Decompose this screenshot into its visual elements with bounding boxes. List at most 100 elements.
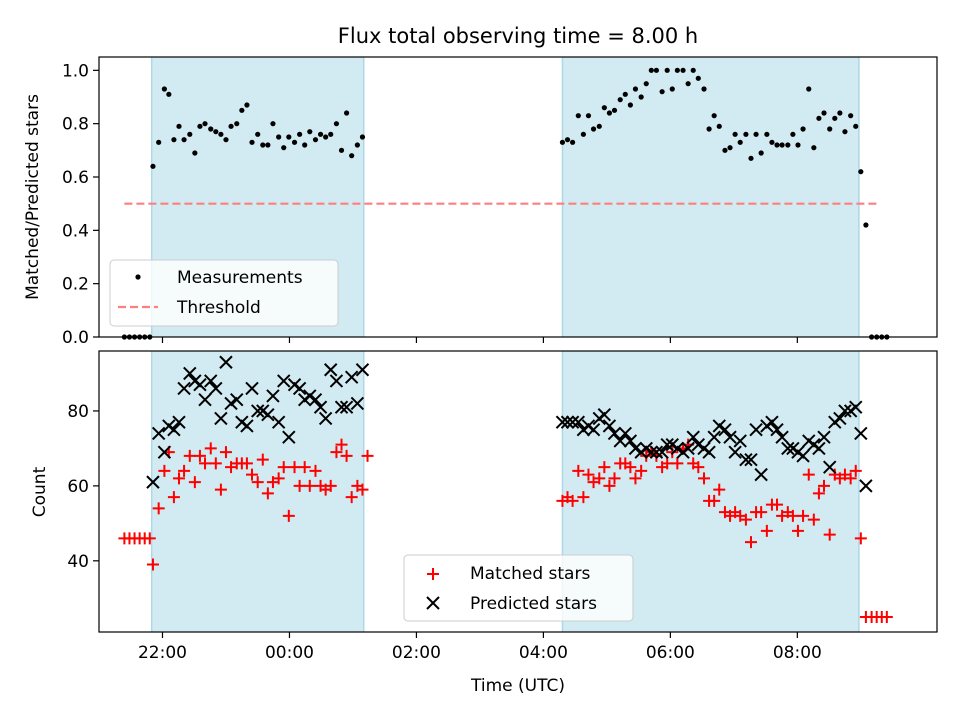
matched-point-53 <box>582 468 595 481</box>
matched-point-58 <box>608 472 621 485</box>
x-axis-label: Time (UTC) <box>470 676 565 696</box>
matched-point-24 <box>240 457 253 470</box>
measurement-point-72 <box>690 67 696 73</box>
measurement-point-68 <box>669 86 675 92</box>
predicted-point-37 <box>339 400 354 414</box>
predicted-point-23 <box>266 389 280 403</box>
matched-point-93 <box>791 524 804 537</box>
measurement-point-41 <box>333 121 340 127</box>
measurement-point-50 <box>575 113 581 119</box>
predicted-point-98 <box>854 426 868 441</box>
measurement-point-90 <box>785 142 791 148</box>
measurement-point-67 <box>664 67 670 73</box>
x-tick-label-5: 08:00 <box>773 643 822 663</box>
measurement-point-18 <box>213 129 219 135</box>
measurement-point-83 <box>748 155 754 161</box>
matched-point-103 <box>844 472 857 485</box>
matched-point-16 <box>199 457 212 470</box>
measurement-point-46 <box>359 134 366 140</box>
measurement-point-85 <box>758 150 764 156</box>
measurement-point-47 <box>559 139 566 145</box>
predicted-point-39 <box>350 396 365 411</box>
measurement-point-102 <box>848 113 854 119</box>
matched-point-92 <box>786 509 799 522</box>
measurement-point-93 <box>800 126 806 132</box>
matched-point-31 <box>277 461 290 474</box>
matched-point-68 <box>661 457 674 470</box>
matched-point-83 <box>739 513 752 526</box>
measurement-point-88 <box>774 142 780 148</box>
predicted-point-84 <box>781 441 795 456</box>
matched-point-86 <box>755 506 768 519</box>
measurement-point-20 <box>223 137 229 143</box>
matched-point-10 <box>167 491 180 504</box>
legend-bottom-box <box>403 554 634 622</box>
matched-point-89 <box>771 498 784 511</box>
measurement-point-19 <box>218 131 224 137</box>
predicted-point-30 <box>303 389 317 403</box>
predicted-point-97 <box>849 400 863 414</box>
matched-point-104 <box>849 464 862 477</box>
predicted-point-10 <box>198 392 212 407</box>
measurement-point-40 <box>328 131 334 137</box>
predicted-point-24 <box>271 415 286 429</box>
matched-point-14 <box>188 476 201 489</box>
measurement-point-97 <box>821 110 827 116</box>
measurement-point-31 <box>281 145 287 151</box>
measurement-point-38 <box>317 131 324 137</box>
predicted-point-79 <box>754 467 768 482</box>
predicted-point-34 <box>324 363 338 377</box>
matched-point-97 <box>812 487 825 500</box>
predicted-point-2 <box>157 445 172 459</box>
y-tick-label-bottom-2: 80 <box>67 402 89 422</box>
predicted-point-43 <box>565 415 580 429</box>
matched-point-26 <box>251 476 264 489</box>
predicted-point-31 <box>308 392 323 407</box>
predicted-point-91 <box>817 430 831 444</box>
measurement-point-51 <box>580 131 586 137</box>
x-tick-label-3: 04:00 <box>519 643 568 663</box>
measurement-point-92 <box>795 142 801 148</box>
matched-point-11 <box>172 472 185 485</box>
matched-point-20 <box>219 446 232 459</box>
predicted-point-5 <box>172 415 186 429</box>
matched-point-19 <box>214 483 227 496</box>
measurement-point-6 <box>150 163 156 169</box>
measurement-point-49 <box>569 139 576 145</box>
matched-point-18 <box>209 457 222 470</box>
legend-measurements-marker <box>135 274 141 280</box>
predicted-point-77 <box>744 452 758 467</box>
predicted-point-13 <box>214 411 228 426</box>
legend-predicted-label: Predicted stars <box>470 594 597 614</box>
matched-point-13 <box>183 449 196 462</box>
matched-point-35 <box>298 461 311 474</box>
measurement-point-87 <box>769 139 775 145</box>
measurement-point-58 <box>617 97 623 103</box>
measurement-point-30 <box>276 134 282 140</box>
matched-point-25 <box>245 468 258 481</box>
measurement-point-84 <box>753 131 759 137</box>
measurement-point-27 <box>260 142 266 148</box>
measurement-point-57 <box>611 107 618 113</box>
matched-point-61 <box>624 461 637 474</box>
matched-point-57 <box>603 479 616 492</box>
measurement-point-52 <box>585 113 592 119</box>
matched-point-52 <box>577 491 590 504</box>
matched-point-110 <box>880 611 893 624</box>
matched-point-98 <box>817 479 830 492</box>
measurement-point-74 <box>701 86 707 92</box>
matched-point-77 <box>708 494 721 507</box>
measurement-point-23 <box>239 107 245 113</box>
measurement-point-91 <box>790 131 796 137</box>
predicted-point-38 <box>344 370 359 384</box>
y-axis-label-top: Matched/Predicted stars <box>23 94 43 300</box>
matched-point-44 <box>345 491 358 504</box>
predicted-point-49 <box>597 407 612 422</box>
predicted-point-71 <box>712 419 726 433</box>
predicted-point-61 <box>660 437 674 452</box>
predicted-point-47 <box>586 422 601 437</box>
matched-point-50 <box>566 494 579 507</box>
predicted-point-28 <box>292 381 307 396</box>
matched-point-36 <box>303 479 316 492</box>
predicted-point-41 <box>555 415 570 429</box>
